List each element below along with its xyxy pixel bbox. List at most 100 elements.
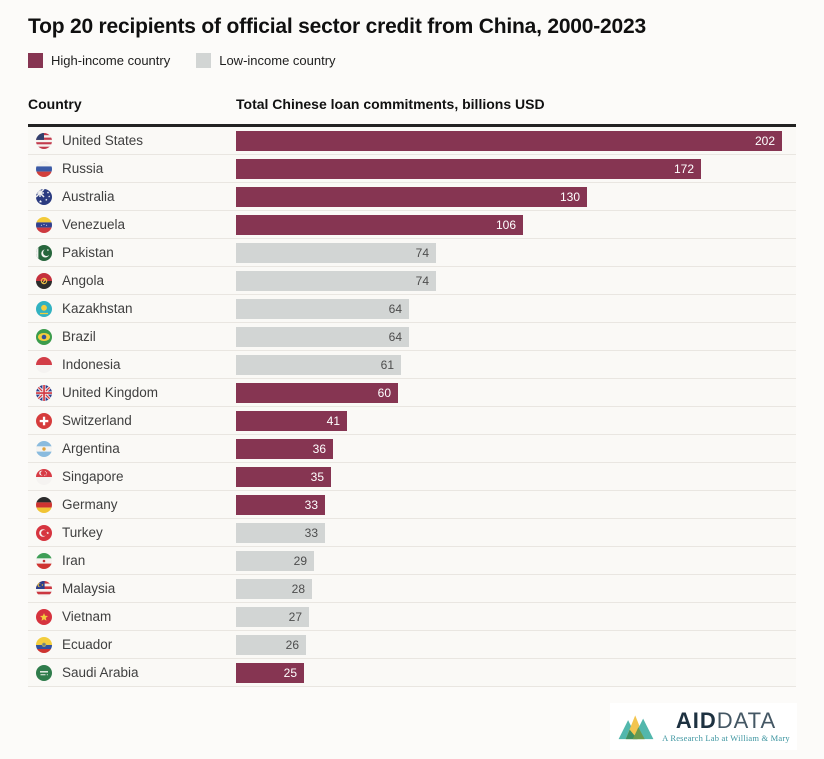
bar-value-label: 41 <box>326 413 340 428</box>
country-label: Venezuela <box>62 217 126 232</box>
bar-value-label: 33 <box>304 497 318 512</box>
bar-value-label: 74 <box>415 245 429 260</box>
bar-cell: 60 <box>236 379 796 406</box>
brand-aid-text: AID <box>675 708 717 734</box>
bar-value-label: 35 <box>310 469 324 484</box>
value-bar-high-income: 106 <box>236 214 523 235</box>
bar-cell: 172 <box>236 155 796 182</box>
table-row: Angola 74 <box>28 267 796 295</box>
country-cell: Australia <box>28 188 236 205</box>
bar-cell: 36 <box>236 435 796 462</box>
country-cell: United States <box>28 132 236 149</box>
table-row: Malaysia 28 <box>28 575 796 603</box>
table-row: Ecuador 26 <box>28 631 796 659</box>
br-flag-icon <box>36 328 52 345</box>
country-label: Angola <box>62 273 105 288</box>
bar-value-label: 33 <box>304 525 318 540</box>
value-bar-low-income: 27 <box>236 606 309 627</box>
table-row: Kazakhstan 64 <box>28 295 796 323</box>
bar-cell: 27 <box>236 603 796 630</box>
table-row: United States 202 <box>28 127 796 155</box>
country-label: Russia <box>62 161 104 176</box>
table-row: Saudi Arabia 25 <box>28 659 796 687</box>
bar-cell: 35 <box>236 463 796 490</box>
brand-name: AIDDATA <box>676 710 776 732</box>
my-flag-icon <box>36 580 52 597</box>
kz-flag-icon <box>36 300 52 317</box>
country-cell: Malaysia <box>28 580 236 597</box>
bar-value-label: 60 <box>377 385 391 400</box>
country-label: Indonesia <box>62 357 121 372</box>
ir-flag-icon <box>36 552 52 569</box>
us-flag-icon <box>36 132 52 149</box>
vn-flag-icon <box>36 608 52 625</box>
country-cell: Switzerland <box>28 412 236 429</box>
country-label: Switzerland <box>62 413 132 428</box>
table-row: Germany 33 <box>28 491 796 519</box>
table-row: Russia 172 <box>28 155 796 183</box>
value-bar-low-income: 64 <box>236 298 409 319</box>
value-bar-high-income: 130 <box>236 186 587 207</box>
table-row: Indonesia 61 <box>28 351 796 379</box>
bar-cell: 130 <box>236 183 796 210</box>
high-income-swatch <box>28 53 43 68</box>
value-bar-low-income: 61 <box>236 354 401 375</box>
country-label: Argentina <box>62 441 120 456</box>
table-row: Iran 29 <box>28 547 796 575</box>
value-column-header: Total Chinese loan commitments, billions… <box>236 96 545 112</box>
country-label: United States <box>62 133 144 148</box>
table-row: Vietnam 27 <box>28 603 796 631</box>
table-row: Venezuela 106 <box>28 211 796 239</box>
bar-value-label: 106 <box>495 217 516 232</box>
value-bar-low-income: 64 <box>236 326 409 347</box>
page-title: Top 20 recipients of official sector cre… <box>28 15 646 38</box>
legend-item-high-income: High-income country <box>28 53 170 68</box>
value-bar-low-income: 74 <box>236 270 436 291</box>
bar-cell: 25 <box>236 659 796 686</box>
value-bar-high-income: 25 <box>236 662 304 683</box>
country-label: United Kingdom <box>62 385 159 400</box>
legend-label: Low-income country <box>219 53 336 68</box>
bar-value-label: 172 <box>673 161 694 176</box>
bar-chart: United States 202 Russia 172 Australia 130 Ven… <box>28 127 796 687</box>
country-label: Malaysia <box>62 581 116 596</box>
au-flag-icon <box>36 188 52 205</box>
country-cell: Russia <box>28 160 236 177</box>
bar-value-label: 36 <box>312 441 326 456</box>
country-cell: Ecuador <box>28 636 236 653</box>
low-income-swatch <box>196 53 212 68</box>
bar-value-label: 28 <box>291 581 305 596</box>
bar-value-label: 61 <box>380 357 394 372</box>
aiddata-logo: AIDDATA A Research Lab at William & Mary <box>610 703 797 750</box>
ao-flag-icon <box>36 272 52 289</box>
legend-item-low-income: Low-income country <box>196 53 336 68</box>
country-cell: Turkey <box>28 524 236 541</box>
bar-cell: 33 <box>236 519 796 546</box>
value-bar-low-income: 33 <box>236 522 325 543</box>
country-label: Saudi Arabia <box>62 665 139 680</box>
table-row: Pakistan 74 <box>28 239 796 267</box>
country-label: Ecuador <box>62 637 113 652</box>
bar-cell: 74 <box>236 239 796 266</box>
pk-flag-icon <box>36 244 52 261</box>
value-bar-high-income: 33 <box>236 494 325 515</box>
table-row: Switzerland 41 <box>28 407 796 435</box>
bar-cell: 74 <box>236 267 796 294</box>
country-cell: Germany <box>28 496 236 513</box>
ch-flag-icon <box>36 412 52 429</box>
bar-value-label: 130 <box>559 189 580 204</box>
bar-value-label: 74 <box>415 273 429 288</box>
country-label: Vietnam <box>62 609 112 624</box>
ru-flag-icon <box>36 160 52 177</box>
country-cell: Pakistan <box>28 244 236 261</box>
country-label: Turkey <box>62 525 103 540</box>
country-label: Kazakhstan <box>62 301 133 316</box>
ve-flag-icon <box>36 216 52 233</box>
sa-flag-icon <box>36 664 52 681</box>
id-flag-icon <box>36 356 52 373</box>
bar-cell: 64 <box>236 323 796 350</box>
value-bar-high-income: 172 <box>236 158 701 179</box>
country-cell: Saudi Arabia <box>28 664 236 681</box>
bar-cell: 33 <box>236 491 796 518</box>
bar-cell: 28 <box>236 575 796 602</box>
